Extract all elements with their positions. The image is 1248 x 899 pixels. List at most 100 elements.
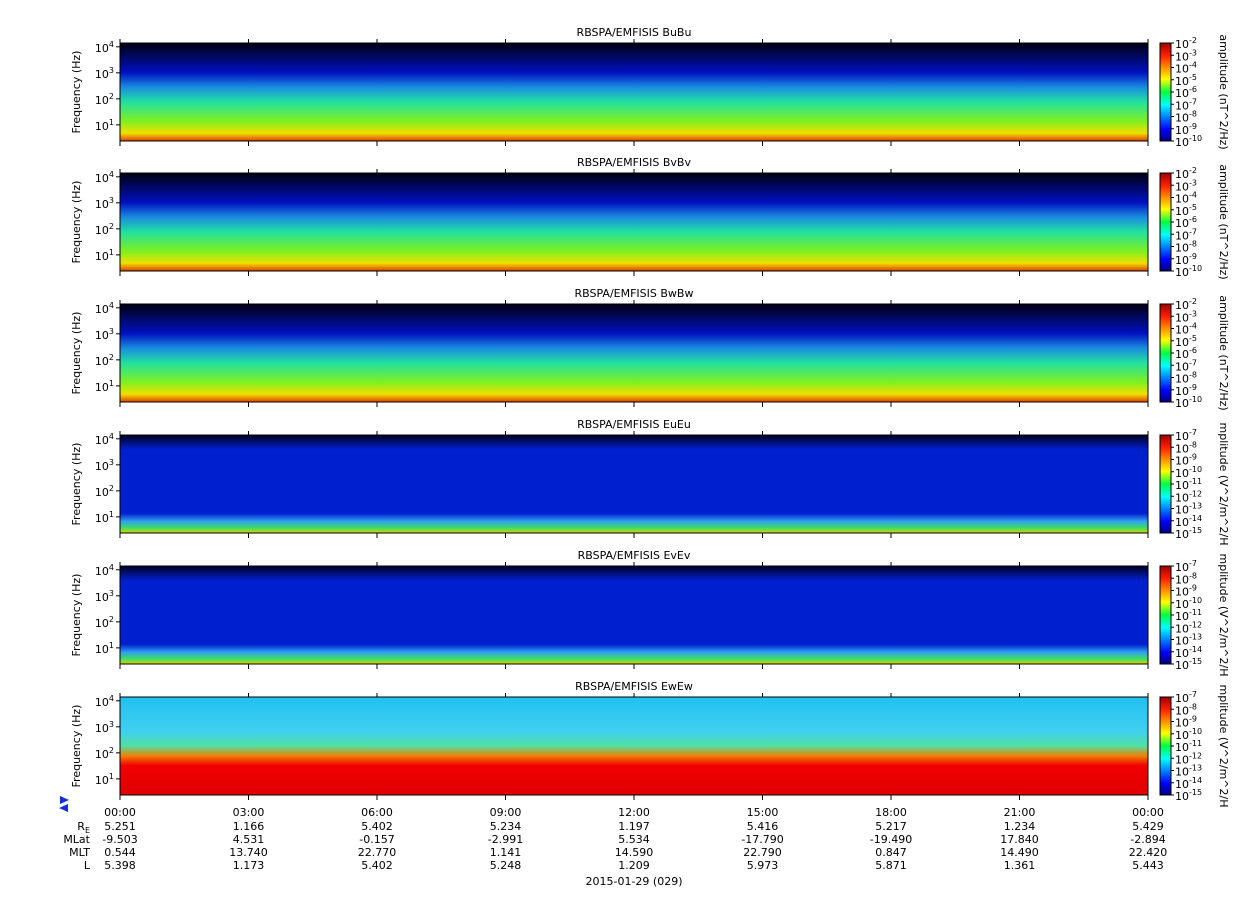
colorbar-tick-label: 10-12 (1175, 489, 1202, 505)
x-tick-label: 00:00 (104, 806, 136, 819)
colorbar-tick-label: 10-2 (1175, 297, 1197, 313)
colorbar-tick-label: 10-3 (1175, 309, 1197, 325)
y-tick-label-base: 10 (95, 434, 109, 447)
colorbar-tick-label-exp: -9 (1189, 583, 1197, 592)
colorbar-tick-label-exp: -5 (1189, 333, 1197, 342)
colorbar-tick-label-base: 10 (1175, 455, 1189, 468)
ephemeris-value: 13.740 (229, 846, 268, 859)
panel-title: RBSPA/EMFISIS EvEv (578, 549, 691, 562)
colorbar-tick-label-base: 10 (1175, 348, 1189, 361)
colorbar-tick-label: 10-8 (1175, 109, 1197, 125)
colorbar-tick-label-exp: -10 (1189, 395, 1202, 404)
colorbar-tick-label: 10-10 (1175, 595, 1202, 611)
y-tick-label-base: 10 (95, 774, 109, 787)
y-tick-label-exp: 2 (109, 614, 114, 623)
y-tick-label: 101 (95, 247, 114, 263)
marker-icon (60, 796, 69, 804)
y-tick-label: 103 (95, 588, 114, 604)
colorbar-tick-label-exp: -9 (1189, 121, 1197, 130)
y-tick-label-base: 10 (95, 486, 109, 499)
colorbar-label: amplitude (nT^2/Hz) (1217, 295, 1230, 410)
colorbar-tick-label-exp: -11 (1189, 739, 1202, 748)
colorbar-tick-label: 10-10 (1175, 395, 1202, 411)
y-tick-label-base: 10 (95, 250, 109, 263)
colorbar-tick-label: 10-4 (1175, 60, 1197, 76)
colorbar-tick-label: 10-8 (1175, 239, 1197, 255)
y-tick-label-base: 10 (95, 643, 109, 656)
colorbar-tick-label-exp: -14 (1189, 644, 1202, 653)
x-tick-label: 15:00 (747, 806, 779, 819)
colorbar-tick-label-exp: -2 (1189, 36, 1197, 45)
colorbar-tick-label-base: 10 (1175, 50, 1189, 63)
colorbar-tick-label: 10-9 (1175, 583, 1197, 599)
colorbar-tick-label-exp: -7 (1189, 690, 1197, 699)
colorbar-tick-label-exp: -3 (1189, 48, 1197, 57)
y-tick-label: 101 (95, 640, 114, 656)
colorbar-tick-label-base: 10 (1175, 430, 1189, 443)
colorbar-tick-label-base: 10 (1175, 504, 1189, 517)
ephemeris-value: 5.248 (490, 859, 522, 872)
y-tick-label-base: 10 (95, 722, 109, 735)
colorbar-tick-label-base: 10 (1175, 324, 1189, 337)
colorbar-tick-label-exp: -4 (1189, 60, 1197, 69)
ephemeris-value: -2.991 (488, 833, 523, 846)
y-tick-label-base: 10 (95, 94, 109, 107)
colorbar-tick-label: 10-5 (1175, 202, 1197, 218)
colorbar-tick-label-base: 10 (1175, 360, 1189, 373)
ephemeris-value: 5.217 (875, 820, 907, 833)
colorbar-tick-label: 10-10 (1175, 464, 1202, 480)
y-tick-label-exp: 1 (109, 771, 114, 780)
colorbar-tick-label: 10-9 (1175, 714, 1197, 730)
y-tick-label-base: 10 (95, 617, 109, 630)
y-tick-label-exp: 1 (109, 117, 114, 126)
ephemeris-value: 1.166 (233, 820, 265, 833)
colorbar (1159, 303, 1172, 403)
colorbar-tick-label-exp: -11 (1189, 608, 1202, 617)
ephemeris-value: -9.503 (102, 833, 137, 846)
y-tick-label-exp: 3 (109, 326, 114, 335)
ephemeris-value: -17.790 (741, 833, 783, 846)
y-tick-label: 103 (95, 65, 114, 81)
colorbar-tick-label-exp: -3 (1189, 309, 1197, 318)
y-tick-label-exp: 3 (109, 457, 114, 466)
colorbar-tick-label: 10-7 (1175, 227, 1197, 243)
ephemeris-row-label: MLat (63, 833, 90, 846)
colorbar-tick-label-exp: -10 (1189, 726, 1202, 735)
ephemeris-value: 1.197 (618, 820, 650, 833)
y-tick-label-base: 10 (95, 42, 109, 55)
colorbar-tick-label-base: 10 (1175, 790, 1189, 803)
colorbar-tick-label-base: 10 (1175, 610, 1189, 623)
colorbar-tick-label: 10-3 (1175, 48, 1197, 64)
ephemeris-value: 22.770 (358, 846, 397, 859)
colorbar-tick-label: 10-15 (1175, 526, 1202, 542)
colorbar-tick-label-base: 10 (1175, 717, 1189, 730)
y-tick-label-base: 10 (95, 381, 109, 394)
colorbar-tick-label: 10-14 (1175, 513, 1202, 529)
colorbar-tick-label-base: 10 (1175, 336, 1189, 349)
colorbar-tick-label: 10-5 (1175, 72, 1197, 88)
colorbar-tick-label: 10-9 (1175, 452, 1197, 468)
colorbar-tick-label-exp: -15 (1189, 788, 1202, 797)
colorbar-tick-label-exp: -13 (1189, 763, 1202, 772)
y-tick-label-exp: 4 (109, 39, 114, 48)
y-axis-label: Frequency (Hz) (70, 51, 83, 134)
colorbar-tick-label-base: 10 (1175, 467, 1189, 480)
y-tick-label: 102 (95, 221, 114, 237)
colorbar-tick-label: 10-10 (1175, 264, 1202, 280)
colorbar-tick-label: 10-8 (1175, 702, 1197, 718)
y-tick-label-base: 10 (95, 68, 109, 81)
y-tick-label: 103 (95, 457, 114, 473)
y-tick-label: 104 (95, 300, 114, 316)
y-axis-label: Frequency (Hz) (70, 181, 83, 264)
ephemeris-value: 5.402 (361, 859, 393, 872)
colorbar-tick-label-base: 10 (1175, 112, 1189, 125)
y-tick-label-base: 10 (95, 696, 109, 709)
colorbar-tick-label-exp: -10 (1189, 464, 1202, 473)
y-tick-label-base: 10 (95, 172, 109, 185)
y-tick-label: 104 (95, 39, 114, 55)
ephemeris-value: 5.416 (747, 820, 779, 833)
colorbar-tick-label-base: 10 (1175, 217, 1189, 230)
y-tick-label-base: 10 (95, 512, 109, 525)
colorbar-tick-label-exp: -4 (1189, 321, 1197, 330)
